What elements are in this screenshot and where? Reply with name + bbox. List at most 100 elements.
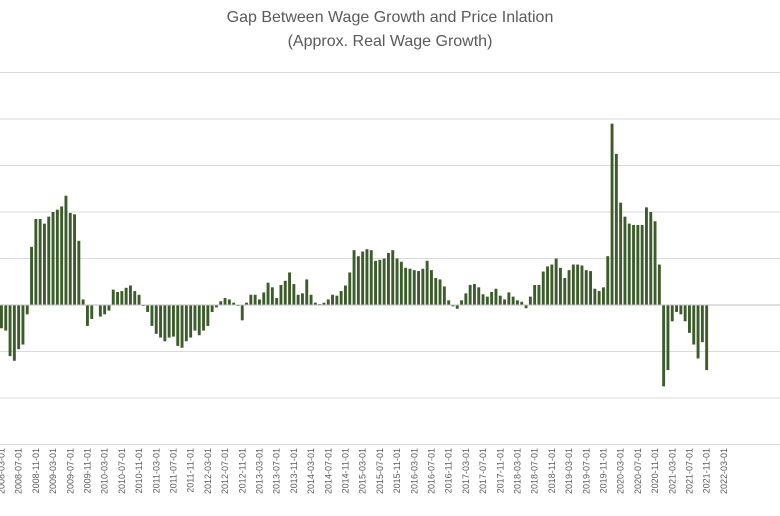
bar bbox=[533, 285, 537, 305]
bar bbox=[537, 285, 541, 305]
bar bbox=[227, 299, 231, 305]
x-tick-label: 2019-07-01 bbox=[581, 448, 591, 494]
bar bbox=[60, 206, 64, 305]
x-tick-label: 2018-11-01 bbox=[547, 448, 557, 493]
bar bbox=[632, 225, 635, 305]
bar bbox=[692, 305, 696, 345]
bar bbox=[374, 260, 377, 305]
bar bbox=[47, 216, 51, 305]
bar bbox=[73, 214, 76, 305]
bar bbox=[55, 209, 59, 305]
bar bbox=[8, 305, 12, 357]
x-tick-label: 2014-07-01 bbox=[323, 448, 333, 494]
x-tick-label: 2020-07-01 bbox=[633, 448, 643, 494]
bar bbox=[184, 305, 188, 342]
bar bbox=[559, 267, 562, 305]
bar bbox=[412, 270, 416, 306]
bar bbox=[434, 278, 438, 305]
bar bbox=[322, 302, 326, 306]
bar bbox=[305, 279, 309, 306]
chart-title: Gap Between Wage Growth and Price Inlati… bbox=[226, 9, 554, 26]
bar bbox=[133, 291, 137, 305]
bar bbox=[335, 295, 339, 305]
bar bbox=[34, 218, 38, 305]
x-tick-label: 2017-07-01 bbox=[478, 448, 488, 494]
bar bbox=[0, 305, 3, 329]
bar bbox=[189, 305, 193, 338]
bar bbox=[597, 291, 601, 305]
x-tick-label: 2010-11-01 bbox=[134, 448, 144, 493]
bar bbox=[159, 305, 162, 338]
x-tick-label: 2016-03-01 bbox=[409, 448, 419, 494]
bar bbox=[442, 286, 446, 305]
x-tick-label: 2019-03-01 bbox=[564, 448, 574, 494]
bar bbox=[524, 305, 528, 309]
bar bbox=[404, 267, 408, 305]
bar bbox=[378, 259, 382, 305]
bar bbox=[408, 268, 412, 305]
bar bbox=[554, 258, 558, 305]
bar bbox=[270, 287, 274, 305]
bar bbox=[150, 305, 154, 326]
bar bbox=[210, 305, 214, 312]
bar bbox=[163, 305, 167, 342]
bar bbox=[64, 195, 68, 305]
bar bbox=[275, 298, 279, 305]
bar bbox=[498, 295, 502, 305]
bar bbox=[344, 285, 347, 305]
bar bbox=[253, 294, 257, 305]
bar bbox=[129, 285, 132, 305]
x-tick-label: 2013-03-01 bbox=[254, 448, 264, 494]
bar bbox=[146, 305, 150, 312]
x-tick-label: 2009-03-01 bbox=[48, 448, 58, 494]
bar bbox=[262, 292, 266, 305]
bar bbox=[623, 216, 627, 305]
bar bbox=[387, 252, 390, 305]
bar bbox=[477, 287, 481, 305]
bar bbox=[154, 305, 158, 334]
bar bbox=[258, 299, 261, 305]
bar bbox=[25, 305, 29, 315]
bar bbox=[369, 250, 373, 305]
bar bbox=[550, 264, 554, 305]
bar bbox=[700, 305, 704, 343]
bar bbox=[679, 305, 683, 315]
x-tick-label: 2016-11-01 bbox=[444, 448, 454, 493]
bar bbox=[696, 305, 700, 359]
x-tick-label: 2013-07-01 bbox=[272, 448, 282, 494]
bar bbox=[43, 223, 46, 306]
bar bbox=[640, 225, 644, 305]
bar bbox=[430, 270, 433, 306]
bar bbox=[98, 305, 102, 317]
bar bbox=[301, 293, 304, 306]
x-tick-label: 2013-11-01 bbox=[289, 448, 299, 493]
bar bbox=[485, 296, 489, 305]
bar bbox=[240, 305, 244, 321]
bar bbox=[653, 221, 657, 305]
bar bbox=[468, 285, 472, 305]
bar bbox=[447, 300, 451, 305]
bar bbox=[279, 285, 283, 305]
bar bbox=[309, 294, 313, 305]
bar bbox=[494, 288, 498, 305]
x-tick-label: 2017-03-01 bbox=[461, 448, 471, 494]
x-tick-label: 2009-11-01 bbox=[82, 448, 92, 493]
bar bbox=[610, 123, 614, 306]
bar bbox=[675, 305, 678, 312]
bar bbox=[12, 305, 16, 361]
bar bbox=[438, 279, 442, 306]
bar bbox=[361, 251, 365, 305]
x-tick-label: 2015-07-01 bbox=[375, 448, 385, 494]
bar bbox=[455, 305, 459, 309]
x-tick-label: 2014-03-01 bbox=[306, 448, 316, 494]
bar bbox=[193, 305, 197, 331]
bar bbox=[425, 260, 429, 305]
bar bbox=[223, 298, 227, 305]
x-tick-label: 2020-11-01 bbox=[650, 448, 660, 493]
bar bbox=[662, 305, 666, 387]
bar bbox=[657, 264, 661, 305]
bar bbox=[649, 212, 653, 305]
bars bbox=[0, 123, 709, 387]
bar bbox=[331, 294, 334, 305]
x-tick-label: 2012-07-01 bbox=[220, 448, 230, 494]
